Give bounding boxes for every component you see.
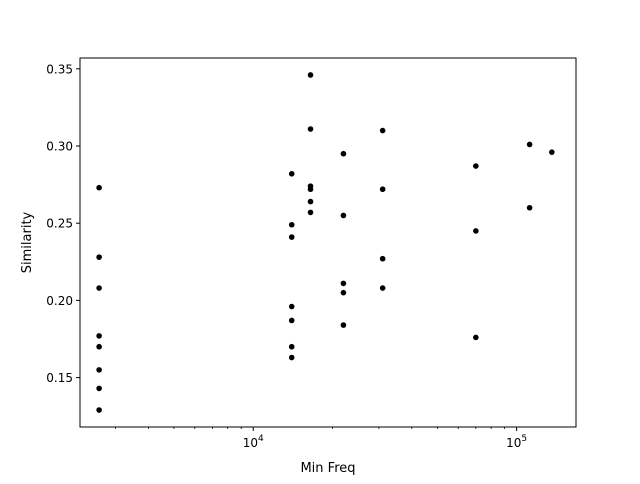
- data-point: [288, 354, 295, 361]
- data-point: [96, 407, 102, 413]
- data-point: [96, 254, 102, 260]
- x-tick-label-exponent: 4: [258, 434, 264, 444]
- data-point: [473, 163, 479, 169]
- x-tick-label: 105: [506, 434, 527, 450]
- data-point: [96, 285, 102, 291]
- x-tick-label-base: 10: [506, 436, 521, 450]
- x-tick-label: 104: [243, 434, 264, 450]
- data-point: [96, 184, 102, 191]
- data-point: [288, 170, 295, 177]
- data-point: [307, 209, 314, 216]
- y-tick-label: 0.15: [46, 371, 73, 385]
- data-point: [96, 385, 102, 392]
- data-point: [96, 333, 102, 339]
- plot-area: [79, 57, 577, 428]
- data-point: [96, 343, 102, 350]
- data-point: [307, 186, 314, 193]
- y-tick-label: 0.35: [46, 62, 73, 76]
- x-axis-ticks: 104 105: [115, 427, 527, 450]
- data-point: [288, 221, 295, 228]
- data-point: [307, 72, 314, 78]
- data-point: [379, 127, 386, 134]
- x-tick-label-base: 10: [243, 436, 258, 450]
- y-tick-label: 0.20: [46, 294, 73, 308]
- data-point: [288, 234, 295, 240]
- data-point: [340, 280, 347, 287]
- data-point: [307, 198, 314, 205]
- data-point: [340, 150, 347, 157]
- x-axis-label: Min Freq: [300, 461, 355, 476]
- data-points: [96, 72, 555, 413]
- y-axis-label: Similarity: [20, 211, 35, 273]
- data-point: [288, 317, 295, 324]
- data-point: [379, 255, 386, 262]
- x-tick-label-exponent: 5: [521, 434, 527, 444]
- y-tick-label: 0.25: [46, 217, 73, 231]
- y-tick-label: 0.30: [46, 140, 73, 154]
- data-point: [340, 322, 347, 328]
- data-point: [549, 149, 555, 155]
- data-point: [473, 334, 479, 341]
- data-point: [379, 285, 386, 291]
- data-point: [288, 303, 295, 310]
- data-point: [307, 126, 314, 132]
- data-point: [340, 212, 347, 219]
- data-point: [340, 289, 347, 296]
- data-point: [473, 228, 479, 234]
- data-point: [96, 367, 102, 373]
- y-axis-ticks: 0.15 0.20 0.25 0.30 0.35: [46, 62, 80, 385]
- data-point: [288, 343, 295, 350]
- data-point: [526, 141, 533, 148]
- data-point: [379, 186, 386, 193]
- data-point: [526, 204, 533, 211]
